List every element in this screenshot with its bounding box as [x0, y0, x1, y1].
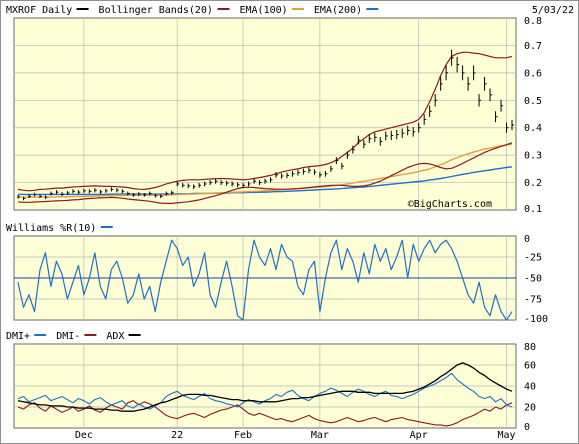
- williams-r-line: [17, 239, 513, 321]
- price-legend-label-0: MXROF Daily: [6, 5, 72, 16]
- dmi-legend-strip: [1, 327, 578, 344]
- ema200-line: [18, 166, 513, 196]
- x-tick-5: May: [497, 430, 515, 441]
- bollinger-lower-line: [17, 142, 513, 204]
- williams-legend-label-0: Williams %R(10): [6, 223, 96, 234]
- price-watermark: ©BigCharts.com: [408, 199, 492, 210]
- dmi-y-tick-1: 60: [524, 361, 536, 372]
- dmi-legend-label-1: DMI-: [56, 331, 80, 342]
- price-y-tick-5: 0.3: [524, 151, 542, 162]
- williams-y-tick-2: -50: [524, 274, 542, 285]
- x-tick-4: Apr: [410, 430, 428, 441]
- price-y-tick-7: 0.1: [524, 204, 542, 215]
- price-legend-label-3: EMA(200): [314, 5, 362, 16]
- adx-line: [17, 362, 513, 412]
- price-plot-area: [13, 17, 517, 211]
- price-y-tick-4: 0.4: [524, 123, 542, 134]
- price-legend-label-1: Bollinger Bands(20): [99, 5, 213, 16]
- dmi-y-tick-0: 80: [524, 342, 536, 353]
- dmi-y-tick-2: 40: [524, 382, 536, 393]
- dmi-legend-label-2: ADX: [106, 331, 124, 342]
- price-y-tick-1: 0.7: [524, 41, 542, 52]
- price-legend-label-2: EMA(100): [240, 5, 288, 16]
- price-y-tick-3: 0.5: [524, 96, 542, 107]
- dmi-plus-line: [17, 372, 513, 410]
- price-y-tick-6: 0.2: [524, 178, 542, 189]
- bollinger-upper-line: [17, 51, 513, 192]
- williams-y-tick-0: 0: [524, 234, 530, 245]
- price-y-tick-2: 0.6: [524, 68, 542, 79]
- williams-legend-strip: [1, 219, 578, 236]
- x-tick-1: 22: [171, 430, 183, 441]
- x-tick-3: Mar: [311, 430, 329, 441]
- price-legend-date: 5/03/22: [532, 5, 574, 16]
- x-tick-2: Feb: [234, 430, 252, 441]
- price-legend-strip: [1, 1, 578, 18]
- dmi-legend-label-0: DMI+: [6, 331, 30, 342]
- williams-y-tick-3: -75: [524, 295, 542, 306]
- ema100-line: [18, 143, 513, 198]
- dmi-y-tick-4: 0: [524, 422, 530, 433]
- williams-y-tick-1: -25: [524, 253, 542, 264]
- x-tick-0: Dec: [75, 430, 93, 441]
- price-y-tick-0: 0.8: [524, 16, 542, 27]
- williams-y-tick-4: -100: [524, 314, 548, 325]
- dmi-y-tick-3: 20: [524, 403, 536, 414]
- dmi-minus-line: [17, 400, 513, 427]
